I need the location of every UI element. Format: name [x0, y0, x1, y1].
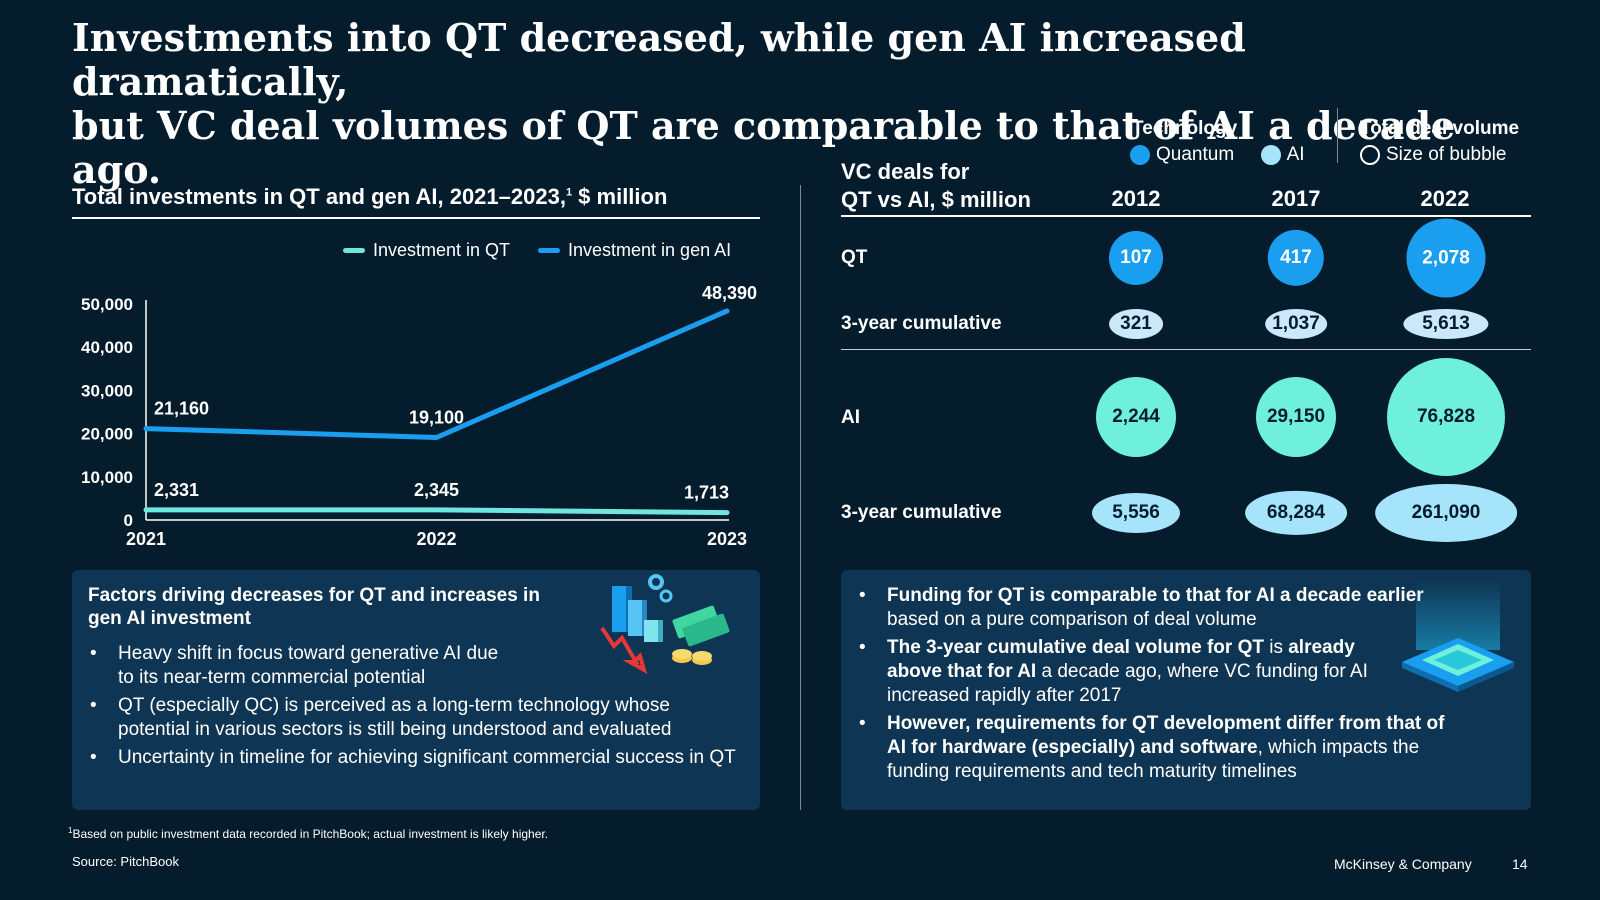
slide-title: Investments into QT decreased, while gen…: [72, 16, 1532, 192]
data-label: 21,160: [154, 399, 209, 419]
section-rule: [841, 349, 1531, 350]
right-heading-line-1: VC deals for: [841, 159, 970, 184]
title-line-1: Investments into QT decreased, while gen…: [72, 15, 1246, 104]
footnote-sup: 1: [68, 826, 73, 835]
header-rule: [841, 215, 1531, 217]
ai-cumulative-bubble: 68,284: [1245, 490, 1347, 536]
qt-investment-line: [143, 507, 730, 516]
footnote-text: Based on public investment data recorded…: [72, 827, 549, 841]
legend-bubble-size-label: Size of bubble: [1386, 144, 1507, 165]
bullet-2-mid: is: [1263, 637, 1289, 658]
bullet-2-bold-2: already above that for AI: [887, 637, 1355, 682]
qt-bubble: 107: [1109, 231, 1163, 285]
legend-qt-label: Investment in QT: [373, 240, 511, 260]
legend-qt: Investment in QT: [343, 240, 510, 261]
qt-bubble: 2,078: [1406, 218, 1486, 298]
legend-genai: Investment in gen AI: [538, 240, 731, 261]
qt-cumulative-bubble: 1,037: [1265, 309, 1327, 339]
data-label: 19,100: [409, 407, 464, 427]
list-item: However, requirements for QT development…: [857, 712, 1457, 784]
y-tick-label: 40,000: [81, 338, 133, 357]
center-divider: [800, 185, 801, 810]
brand-name: McKinsey & Company: [1334, 856, 1472, 872]
y-tick-label: 0: [124, 511, 133, 530]
left-chart-heading-text: Total investments in QT and gen AI, 2021…: [72, 184, 566, 209]
genai-investment-line: [143, 308, 730, 440]
legend-ai-label: AI: [1286, 144, 1305, 165]
ai-bubble: 2,244: [1096, 377, 1176, 457]
legend-qt-swatch: [343, 248, 365, 253]
legend-quantum-label: Quantum: [1156, 144, 1235, 165]
list-item: Funding for QT is comparable to that for…: [857, 584, 1457, 632]
ai-cumulative-bubble: 5,556: [1092, 493, 1180, 533]
legend-genai-swatch: [538, 248, 560, 253]
right-heading-line-2: QT vs AI, $ million: [841, 187, 1031, 212]
bullet-1-rest: based on a pure comparison of deal volum…: [887, 609, 1257, 630]
technology-legend: Technology Quantum AI: [1130, 118, 1305, 170]
row-label-qt-cumulative: 3-year cumulative: [841, 313, 1002, 334]
data-label: 2,331: [154, 480, 199, 500]
list-item: Heavy shift in focus toward generative A…: [88, 642, 518, 690]
data-label: 48,390: [702, 283, 757, 303]
list-item: The 3-year cumulative deal volume for QT…: [857, 636, 1377, 708]
qt-bubble: 417: [1267, 229, 1325, 287]
x-tick-label: 2023: [707, 529, 747, 549]
legend-genai-label: Investment in gen AI: [568, 240, 732, 260]
legend-quantum: Quantum: [1130, 144, 1234, 166]
bullet-3-rest: , which impacts the funding requirements…: [887, 737, 1420, 782]
volume-legend-title: Total deal volume: [1360, 118, 1520, 139]
row-label-ai-cumulative: 3-year cumulative: [841, 502, 1002, 523]
qt-cumulative-bubble: 5,613: [1403, 309, 1489, 339]
right-chart-heading: VC deals for QT vs AI, $ million: [841, 158, 1031, 214]
list-item: QT (especially QC) is perceived as a lon…: [88, 694, 744, 742]
footnote: 1Based on public investment data recorde…: [68, 826, 548, 841]
quantum-dot-icon: [1130, 145, 1150, 165]
investment-decline-illustration-icon: [600, 574, 730, 675]
left-chart-heading-sup: 1: [565, 186, 573, 199]
source-note: Source: PitchBook: [72, 854, 179, 869]
technology-legend-title: Technology: [1132, 118, 1238, 139]
ai-dot-icon: [1260, 145, 1281, 165]
row-label-qt: QT: [841, 247, 868, 268]
volume-legend: Total deal volume Size of bubble: [1360, 118, 1519, 170]
y-tick-label: 20,000: [81, 425, 133, 444]
quantum-chip-illustration-icon: [1402, 580, 1514, 692]
bullet-2-bold-1: The 3-year cumulative deal volume for QT: [887, 637, 1264, 658]
left-panel-bullets: Heavy shift in focus toward generative A…: [88, 642, 744, 770]
bullet-3-bold: However, requirements for QT development…: [887, 713, 1445, 758]
ai-bubble: 29,150: [1256, 377, 1336, 457]
list-item: Uncertainty in timeline for achieving si…: [88, 746, 744, 770]
col-header-2017: 2017: [1271, 186, 1321, 211]
bullet-1-bold: Funding for QT is comparable to that for…: [887, 585, 1424, 606]
left-chart-heading-suffix: $ million: [572, 184, 668, 209]
right-panel-bullets: Funding for QT is comparable to that for…: [857, 584, 1515, 784]
data-label: 1,713: [684, 483, 729, 503]
row-label-ai: AI: [841, 407, 860, 428]
x-tick-label: 2021: [126, 529, 166, 549]
bullet-2-rest: a decade ago, where VC funding for AI in…: [887, 661, 1368, 706]
qt-cumulative-bubble: 321: [1109, 309, 1163, 339]
left-chart-heading: Total investments in QT and gen AI, 2021…: [72, 184, 760, 219]
title-line-2: but VC deal volumes of QT are comparable…: [72, 103, 1456, 192]
ai-cumulative-bubble: 261,090: [1375, 483, 1517, 543]
legend-bubble-size: Size of bubble: [1360, 144, 1506, 166]
ai-bubble: 76,828: [1387, 358, 1505, 476]
bubble-outline-icon: [1360, 145, 1380, 165]
right-findings-panel: Funding for QT is comparable to that for…: [841, 570, 1531, 810]
col-header-2012: 2012: [1111, 186, 1161, 211]
y-tick-label: 10,000: [81, 468, 133, 487]
y-tick-label: 50,000: [81, 295, 133, 314]
col-header-2022: 2022: [1420, 186, 1470, 211]
left-panel-heading: Factors driving decreases for QT and inc…: [88, 585, 540, 629]
y-tick-label: 30,000: [81, 381, 133, 400]
x-tick-label: 2022: [416, 529, 456, 549]
legend-ai: AI: [1260, 144, 1305, 166]
data-label: 2,345: [414, 480, 459, 500]
legend-separator: [1337, 108, 1338, 163]
page-number: 14: [1512, 856, 1528, 872]
